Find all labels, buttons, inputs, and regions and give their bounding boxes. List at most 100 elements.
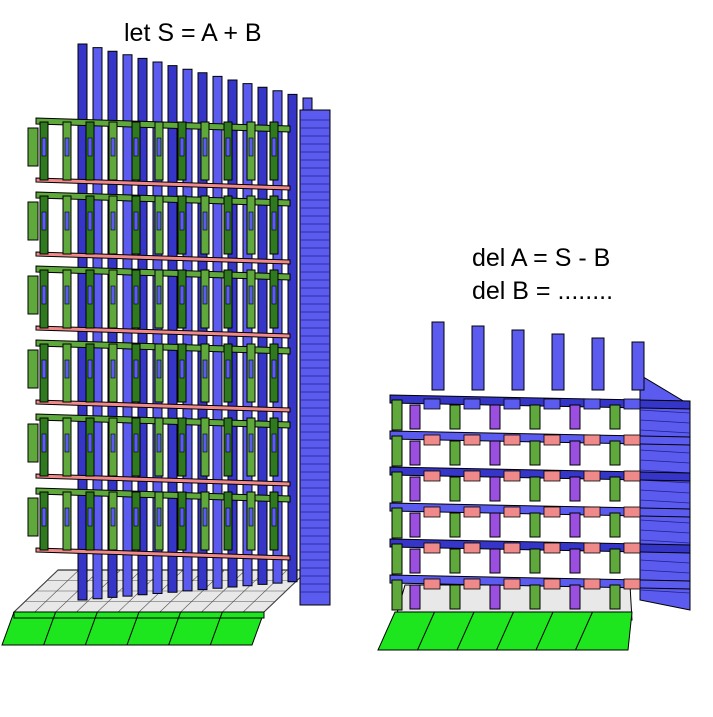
right-cell-pad [623, 578, 641, 590]
left-blue-column [92, 47, 103, 600]
right-base-divider [496, 611, 514, 651]
right-cell-pad [423, 542, 441, 554]
right-cell-pad [423, 578, 441, 590]
right-post [489, 440, 501, 466]
right-post [529, 440, 541, 466]
right-cell-pad [463, 398, 481, 410]
right-cell-pad [463, 542, 481, 554]
right-cell-pad [423, 434, 441, 446]
right-post [449, 404, 461, 430]
right-top-pillar [591, 337, 605, 391]
left-blue-inset [179, 359, 185, 379]
right-post [489, 404, 501, 430]
left-pink-bar [35, 547, 291, 561]
left-blue-inset [225, 359, 231, 379]
left-blue-inset [248, 433, 254, 453]
right-post [569, 512, 581, 538]
right-post [609, 548, 621, 574]
right-cell-pad [543, 398, 561, 410]
left-green-hook [27, 201, 39, 241]
right-blue-side-rung [639, 429, 691, 434]
right-cell-pad [583, 506, 601, 518]
left-blue-inset [202, 359, 208, 379]
right-blue-columns [431, 321, 691, 611]
left-blue-column [122, 54, 133, 597]
left-blue-inset [41, 211, 47, 231]
left-blue-column [167, 65, 178, 593]
right-cell-pad [623, 506, 641, 518]
right-left-hook [391, 471, 403, 503]
right-cell-pad [583, 578, 601, 590]
right-cell-pad [543, 470, 561, 482]
left-blue-inset [271, 137, 277, 157]
left-pink-bar [35, 177, 291, 191]
left-blue-inset [156, 137, 162, 157]
right-post [569, 548, 581, 574]
left-blue-inset [271, 507, 277, 527]
right-left-hook [391, 579, 403, 611]
left-blue-inset [156, 359, 162, 379]
left-blue-inset [133, 285, 139, 305]
left-pink-bar [35, 473, 291, 487]
left-blue-inset [87, 137, 93, 157]
left-caption: let S = A + B [124, 19, 262, 47]
left-blue-inset [87, 433, 93, 453]
right-blue-side-rung [639, 489, 691, 494]
right-cell-pad [623, 470, 641, 482]
left-blue-inset [248, 137, 254, 157]
right-cell-pad [583, 470, 601, 482]
right-cell-pad [543, 434, 561, 446]
left-blue-inset [110, 433, 116, 453]
right-cell-pad [503, 434, 521, 446]
right-cell-pad [583, 542, 601, 554]
left-blue-inset [179, 285, 185, 305]
right-post [609, 512, 621, 538]
right-post [569, 584, 581, 610]
left-base-divider [209, 611, 223, 646]
left-blue-inset [156, 433, 162, 453]
left-base-divider [168, 611, 182, 646]
left-green-lattice [27, 117, 291, 561]
left-green-hook [27, 275, 39, 315]
right-left-hook [391, 543, 403, 575]
left-circuit-structure [1, 43, 331, 646]
right-post [409, 404, 421, 430]
right-blue-side-rung [639, 569, 691, 574]
left-blue-inset [41, 285, 47, 305]
left-blue-inset [133, 359, 139, 379]
right-left-hook [391, 507, 403, 539]
left-blue-inset [202, 137, 208, 157]
left-blue-inset [179, 137, 185, 157]
left-blue-inset [202, 507, 208, 527]
right-post [569, 476, 581, 502]
left-blue-inset [64, 137, 70, 157]
right-base-divider [575, 611, 593, 651]
left-blue-inset [133, 211, 139, 231]
left-blue-inset [64, 359, 70, 379]
right-caption-line-1: del A = S - B [472, 244, 611, 272]
right-blue-side-rung [639, 449, 691, 454]
right-post [529, 548, 541, 574]
right-post [449, 476, 461, 502]
left-blue-inset [225, 285, 231, 305]
right-top-pillar [431, 321, 445, 391]
left-blue-inset [248, 359, 254, 379]
right-post [489, 548, 501, 574]
right-top-pillar [511, 329, 525, 391]
left-blue-inset [225, 507, 231, 527]
right-post [409, 512, 421, 538]
left-blue-inset [156, 285, 162, 305]
right-cell-pad [463, 578, 481, 590]
left-blue-inset [248, 211, 254, 231]
right-top-pillar [471, 325, 485, 391]
right-blue-side-rung [639, 539, 691, 544]
right-blue-side-rung [639, 589, 691, 594]
left-blue-inset [110, 359, 116, 379]
left-blue-inset [64, 507, 70, 527]
right-top-pillar [631, 341, 645, 391]
left-blue-inset [271, 359, 277, 379]
left-blue-inset [110, 211, 116, 231]
right-cell-pad [543, 506, 561, 518]
right-post [569, 440, 581, 466]
right-cell-pad [543, 542, 561, 554]
